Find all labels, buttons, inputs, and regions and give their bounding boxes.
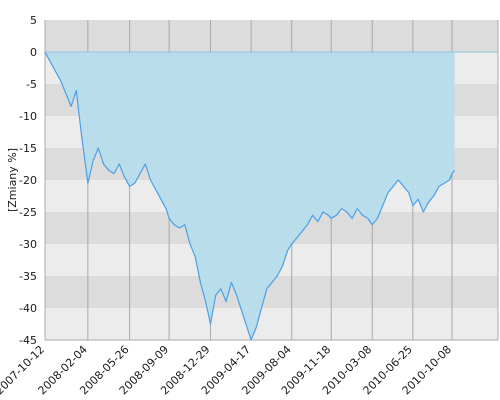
y-tick-label: 0: [30, 46, 37, 59]
y-axis-label: [Zmiany %]: [6, 148, 19, 212]
y-tick-label: -25: [19, 206, 37, 219]
y-tick-labels: 5 0 -5 -10 -15 -20 -25 -30 -35 -40 -45: [19, 14, 37, 347]
background-band: [45, 20, 498, 52]
y-tick-label: 5: [30, 14, 37, 27]
background-band: [45, 308, 498, 340]
y-tick-label: -10: [19, 110, 37, 123]
y-tick-label: -5: [26, 78, 37, 91]
y-tick-label: -30: [19, 238, 37, 251]
x-tick-labels: 2007-10-122008-02-042008-05-262008-09-09…: [0, 343, 454, 397]
area-fill: [45, 52, 455, 340]
y-tick-label: -45: [19, 334, 37, 347]
y-tick-label: -15: [19, 142, 37, 155]
y-tick-label: -40: [19, 302, 37, 315]
y-tick-label: -35: [19, 270, 37, 283]
series-line: [44, 51, 456, 341]
y-tick-label: -20: [19, 174, 37, 187]
